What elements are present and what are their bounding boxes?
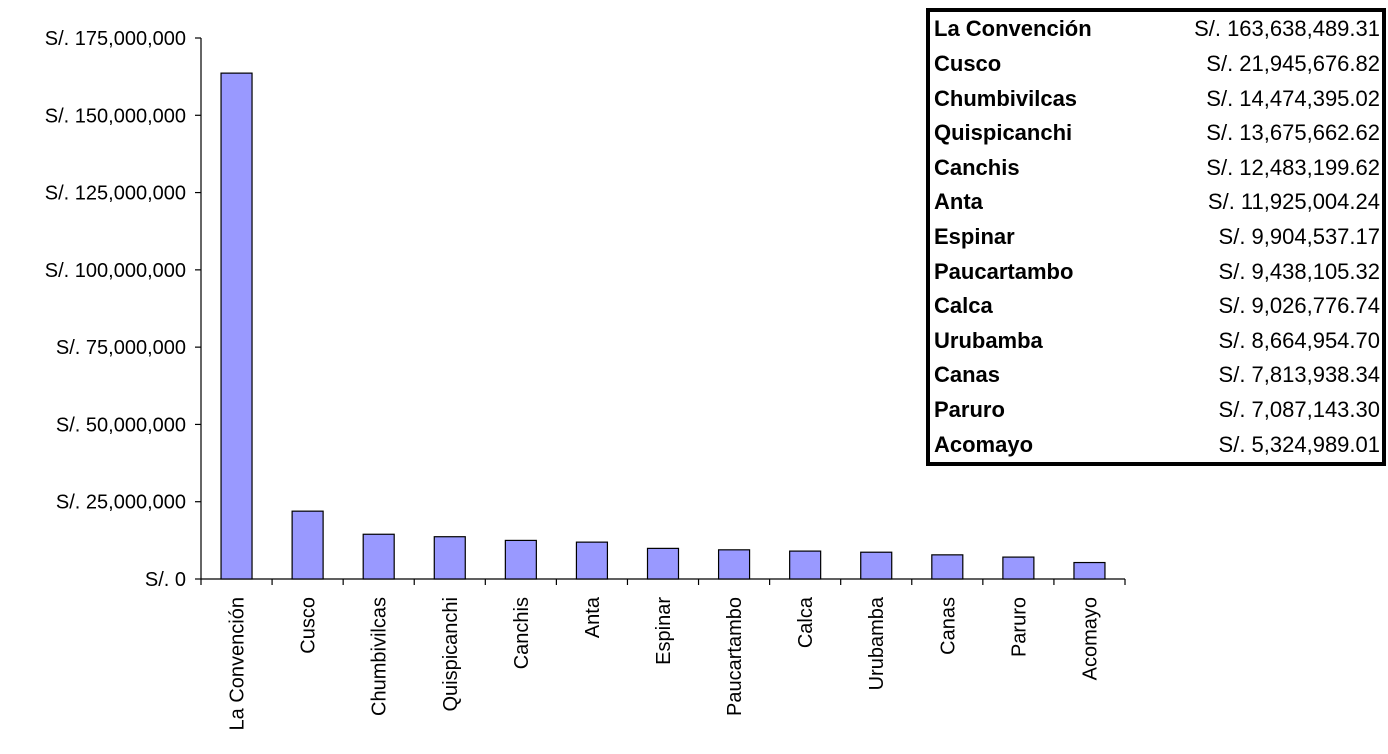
- table-row-value: S/. 8,664,954.70: [1218, 327, 1380, 353]
- table-row: La Convención S/. 163,638,489.31: [934, 12, 1380, 47]
- table-row: Urubamba S/. 8,664,954.70: [934, 323, 1380, 358]
- table-row-name: Chumbivilcas: [934, 85, 1078, 111]
- x-tick-label: La Convención: [227, 597, 249, 730]
- table-row-name: Quispicanchi: [934, 120, 1073, 146]
- table-row-value: S/. 21,945,676.82: [1206, 50, 1380, 76]
- y-tick-label: S/. 125,000,000: [45, 183, 186, 205]
- table-row-value: S/. 14,474,395.02: [1206, 85, 1380, 111]
- table-row: Paucartambo S/. 9,438,105.32: [934, 254, 1380, 289]
- x-tick-label: Cusco: [298, 597, 320, 654]
- table-row-name: Canas: [934, 362, 1001, 388]
- x-tick-label: Canas: [937, 597, 959, 655]
- x-tick-label: Espinar: [653, 597, 675, 665]
- table-row: Cusco S/. 21,945,676.82: [934, 47, 1380, 82]
- bar: [1073, 561, 1106, 580]
- table-row-value: S/. 12,483,199.62: [1206, 154, 1380, 180]
- bar: [362, 533, 395, 580]
- table-row-name: Urubamba: [934, 327, 1043, 353]
- table-row: Paruro S/. 7,087,143.30: [934, 393, 1380, 428]
- table-row-name: Calca: [934, 293, 993, 319]
- table-row: Chumbivilcas S/. 14,474,395.02: [934, 81, 1380, 116]
- table-row-name: Canchis: [934, 154, 1020, 180]
- table-row-value: S/. 13,675,662.62: [1206, 120, 1380, 146]
- table-row-name: Acomayo: [934, 431, 1034, 457]
- table-row: Canas S/. 7,813,938.34: [934, 358, 1380, 393]
- table-row: Calca S/. 9,026,776.74: [934, 289, 1380, 324]
- table-row-name: La Convención: [934, 16, 1092, 42]
- x-tick-label: Paruro: [1008, 597, 1030, 657]
- x-tick-label: Paucartambo: [724, 597, 746, 716]
- table-row-name: Paucartambo: [934, 258, 1074, 284]
- table-row-value: S/. 5,324,989.01: [1218, 431, 1380, 457]
- x-tick-label: Chumbivilcas: [369, 597, 391, 716]
- value-table: La Convención S/. 163,638,489.31 Cusco S/. …: [926, 8, 1386, 466]
- table-row-value: S/. 9,438,105.32: [1218, 258, 1380, 284]
- bar: [291, 510, 324, 580]
- bar: [504, 539, 537, 580]
- bar: [931, 554, 964, 580]
- table-row-value: S/. 9,904,537.17: [1218, 223, 1380, 249]
- y-tick-label: S/. 100,000,000: [45, 260, 186, 282]
- x-tick-label: Calca: [795, 596, 817, 648]
- bar: [1002, 556, 1035, 580]
- table-row: Quispicanchi S/. 13,675,662.62: [934, 116, 1380, 151]
- table-row-value: S/. 163,638,489.31: [1194, 16, 1380, 42]
- bar: [646, 547, 680, 580]
- bar: [575, 541, 609, 580]
- y-tick-label: S/. 50,000,000: [56, 414, 186, 436]
- x-tick-label: Urubamba: [866, 596, 888, 690]
- table-row: Canchis S/. 12,483,199.62: [934, 150, 1380, 185]
- y-tick-label: S/. 175,000,000: [45, 28, 186, 50]
- table-row-value: S/. 11,925,004.24: [1207, 189, 1380, 215]
- y-tick-label: S/. 150,000,000: [45, 105, 186, 127]
- table-row-name: Anta: [934, 189, 983, 215]
- bar: [433, 536, 466, 580]
- bar: [860, 551, 893, 580]
- table-row-value: S/. 7,813,938.34: [1218, 362, 1380, 388]
- table-row: Espinar S/. 9,904,537.17: [934, 220, 1380, 255]
- table-row-name: Cusco: [934, 50, 1002, 76]
- x-tick-label: Quispicanchi: [440, 597, 462, 712]
- x-tick-label: Canchis: [511, 597, 533, 669]
- x-tick-label: Anta: [582, 596, 604, 638]
- y-tick-label: S/. 75,000,000: [56, 337, 186, 359]
- table-row-value: S/. 7,087,143.30: [1218, 397, 1380, 422]
- table-row: Acomayo S/. 5,324,989.01: [934, 427, 1380, 462]
- y-tick-label: S/. 25,000,000: [56, 492, 186, 514]
- table-row: Anta S/. 11,925,004.24: [934, 185, 1380, 220]
- table-row-name: Paruro: [934, 397, 1005, 422]
- y-tick-label: S/. 0: [145, 569, 186, 591]
- table-row-name: Espinar: [934, 223, 1015, 249]
- x-tick-label: Acomayo: [1079, 597, 1101, 680]
- bar: [789, 550, 822, 580]
- bar: [220, 72, 253, 580]
- table-row-value: S/. 9,026,776.74: [1218, 293, 1380, 319]
- bar: [717, 549, 751, 580]
